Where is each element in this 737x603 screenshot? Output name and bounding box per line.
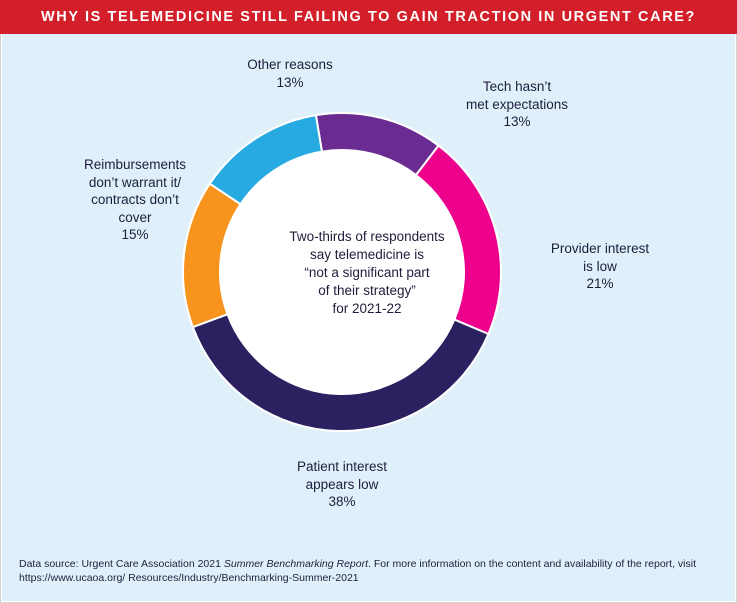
slice-label-reimbursement: Reimbursements don’t warrant it/ contrac… (60, 156, 210, 244)
center-note: Two-thirds of respondents say telemedici… (289, 229, 445, 316)
footer-prefix: Data source: Urgent Care Association 202… (19, 558, 224, 570)
chart-title: WHY IS TELEMEDICINE STILL FAILING TO GAI… (0, 0, 737, 34)
slice-value-reimbursement: 15% (121, 227, 149, 242)
data-source-footer: Data source: Urgent Care Association 202… (19, 557, 719, 585)
slice-value-tech: 13% (503, 114, 531, 129)
slice-name-patient: Patient interest appears low (296, 459, 388, 492)
donut-slice-other (208, 114, 324, 206)
slice-name-tech: Tech hasn’t met expectations (465, 79, 569, 112)
slice-label-patient: Patient interest appears low 38% (272, 458, 412, 511)
donut-hole (221, 151, 463, 393)
slice-label-other: Other reasons 13% (210, 56, 370, 91)
slice-label-provider: Provider interest is low 21% (535, 240, 665, 293)
slice-value-other: 13% (276, 74, 304, 90)
donut-slice-patient (191, 312, 490, 432)
slice-label-tech: Tech hasn’t met expectations 13% (432, 78, 602, 131)
slice-value-provider: 21% (586, 276, 614, 291)
slice-name-provider: Provider interest is low (550, 241, 650, 274)
slice-name-other: Other reasons (247, 57, 333, 72)
slice-value-patient: 38% (328, 494, 356, 509)
slice-name-reimbursement: Reimbursements don’t warrant it/ contrac… (83, 157, 187, 225)
footer-report-title: Summer Benchmarking Report (223, 558, 369, 570)
footer-suffix: . For more information on the content an… (19, 558, 697, 584)
